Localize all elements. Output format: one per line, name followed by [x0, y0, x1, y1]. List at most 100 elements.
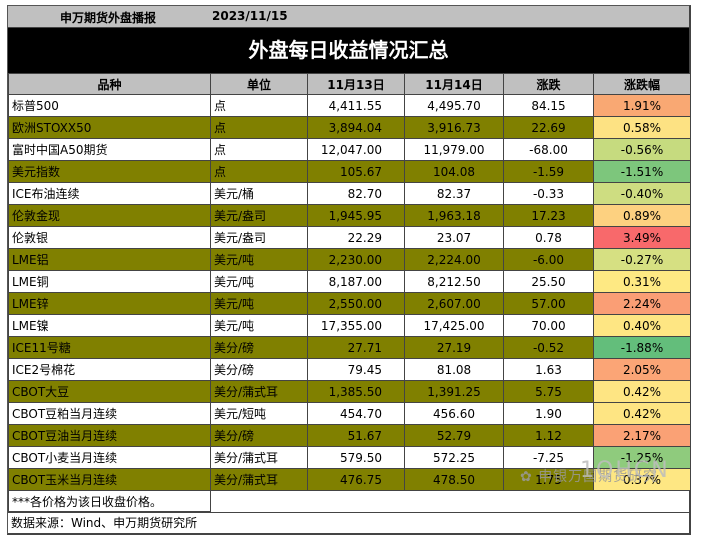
row-unit: 美元/桶 [210, 182, 308, 205]
row-name: CBOT玉米当月连续 [8, 468, 211, 491]
row-name: 富时中国A50期货 [8, 138, 211, 161]
row-d13: 17,355.00 [307, 314, 405, 337]
row-name: CBOT豆粕当月连续 [8, 402, 211, 425]
row-change: 1.90 [503, 402, 594, 425]
row-unit: 美元/吨 [210, 270, 308, 293]
row-d13: 27.71 [307, 336, 405, 359]
table-header-row: 品种 单位 11月13日 11月14日 涨跌 涨跌幅 [8, 73, 691, 95]
row-pct: 2.24% [593, 292, 691, 315]
row-d13: 79.45 [307, 358, 405, 381]
row-d13: 82.70 [307, 182, 405, 205]
col-header-pct: 涨跌幅 [593, 73, 691, 95]
row-name: ICE布油连续 [8, 182, 211, 205]
row-pct: 1.91% [593, 94, 691, 117]
row-d13: 8,187.00 [307, 270, 405, 293]
row-d14: 2,224.00 [404, 248, 504, 271]
table-row: ICE2号棉花 美分/磅 79.45 81.08 1.63 2.05% [8, 358, 691, 381]
row-name: ICE2号棉花 [8, 358, 211, 381]
row-change: -1.59 [503, 160, 594, 183]
row-unit: 点 [210, 138, 308, 161]
row-change: 17.23 [503, 204, 594, 227]
row-change: -7.25 [503, 446, 594, 469]
table-row: 伦敦金现 美元/盎司 1,945.95 1,963.18 17.23 0.89% [8, 204, 691, 227]
org-name: 申万期货外盘播报 [59, 11, 156, 25]
row-d14: 11,979.00 [404, 138, 504, 161]
table-row: LME铝 美元/吨 2,230.00 2,224.00 -6.00 -0.27% [8, 248, 691, 271]
row-name: LME铜 [8, 270, 211, 293]
row-d13: 2,550.00 [307, 292, 405, 315]
row-d14: 23.07 [404, 226, 504, 249]
wechat-icon: ✿ [520, 469, 533, 485]
row-pct: -1.51% [593, 160, 691, 183]
row-name: CBOT大豆 [8, 380, 211, 403]
table-row: CBOT豆油当月连续 美分/磅 51.67 52.79 1.12 2.17% [8, 424, 691, 447]
row-d13: 12,047.00 [307, 138, 405, 161]
table-row: LME锌 美元/吨 2,550.00 2,607.00 57.00 2.24% [8, 292, 691, 315]
row-unit: 美分/蒲式耳 [210, 468, 308, 491]
row-d14: 2,607.00 [404, 292, 504, 315]
row-d14: 81.08 [404, 358, 504, 381]
table-row: ICE布油连续 美元/桶 82.70 82.37 -0.33 -0.40% [8, 182, 691, 205]
row-change: 70.00 [503, 314, 594, 337]
row-pct: 3.49% [593, 226, 691, 249]
row-pct: 0.42% [593, 380, 691, 403]
row-name: ICE11号糖 [8, 336, 211, 359]
table-row: CBOT大豆 美分/蒲式耳 1,385.50 1,391.25 5.75 0.42% [8, 380, 691, 403]
row-unit: 美元/吨 [210, 292, 308, 315]
row-unit: 美分/磅 [210, 358, 308, 381]
row-d14: 4,495.70 [404, 94, 504, 117]
table-row: CBOT小麦当月连续 美分/蒲式耳 579.50 572.25 -7.25 -1.25% [8, 446, 691, 469]
row-unit: 美分/磅 [210, 424, 308, 447]
row-d14: 52.79 [404, 424, 504, 447]
table-row: CBOT豆粕当月连续 美元/短吨 454.70 456.60 1.90 0.42% [8, 402, 691, 425]
col-header-unit: 单位 [210, 73, 308, 95]
row-change: 5.75 [503, 380, 594, 403]
row-unit: 点 [210, 94, 308, 117]
row-d14: 1,963.18 [404, 204, 504, 227]
row-d13: 2,230.00 [307, 248, 405, 271]
row-unit: 点 [210, 160, 308, 183]
row-d13: 579.50 [307, 446, 405, 469]
row-d14: 8,212.50 [404, 270, 504, 293]
col-header-change: 涨跌 [503, 73, 594, 95]
row-d14: 456.60 [404, 402, 504, 425]
row-unit: 点 [210, 116, 308, 139]
row-pct: 2.05% [593, 358, 691, 381]
row-unit: 美元/吨 [210, 248, 308, 271]
row-d14: 104.08 [404, 160, 504, 183]
page-title: 外盘每日收益情况汇总 [8, 28, 689, 73]
row-d13: 1,945.95 [307, 204, 405, 227]
data-source: 数据来源：Wind、申万期货研究所 [8, 512, 689, 533]
row-name: CBOT小麦当月连续 [8, 446, 211, 469]
row-d14: 27.19 [404, 336, 504, 359]
row-pct: 0.31% [593, 270, 691, 293]
row-name: 美元指数 [8, 160, 211, 183]
row-unit: 美分/蒲式耳 [210, 380, 308, 403]
row-pct: 0.40% [593, 314, 691, 337]
row-pct: -0.56% [593, 138, 691, 161]
watermark-text: 申银万国期货研究 [538, 469, 659, 485]
row-unit: 美元/短吨 [210, 402, 308, 425]
row-d14: 1,391.25 [404, 380, 504, 403]
row-pct: 0.42% [593, 402, 691, 425]
row-unit: 美元/盎司 [210, 204, 308, 227]
row-d13: 1,385.50 [307, 380, 405, 403]
row-change: 0.78 [503, 226, 594, 249]
row-d14: 17,425.00 [404, 314, 504, 337]
row-change: 25.50 [503, 270, 594, 293]
col-header-d13: 11月13日 [307, 73, 405, 95]
footnote-empty [210, 490, 691, 512]
row-d13: 454.70 [307, 402, 405, 425]
top-bar: 申万期货外盘播报 2023/11/15 [8, 6, 689, 28]
row-change: -6.00 [503, 248, 594, 271]
row-d13: 476.75 [307, 468, 405, 491]
row-change: 1.75 [503, 468, 594, 491]
row-unit: 美元/盎司 [210, 226, 308, 249]
row-d14: 572.25 [404, 446, 504, 469]
returns-table: 品种 单位 11月13日 11月14日 涨跌 涨跌幅 标普500 点 4,411.5… [8, 73, 691, 512]
row-change: 22.69 [503, 116, 594, 139]
row-name: LME锌 [8, 292, 211, 315]
row-pct: 0.58% [593, 116, 691, 139]
table-row: ICE11号糖 美分/磅 27.71 27.19 -0.52 -1.88% [8, 336, 691, 359]
row-pct: -1.88% [593, 336, 691, 359]
